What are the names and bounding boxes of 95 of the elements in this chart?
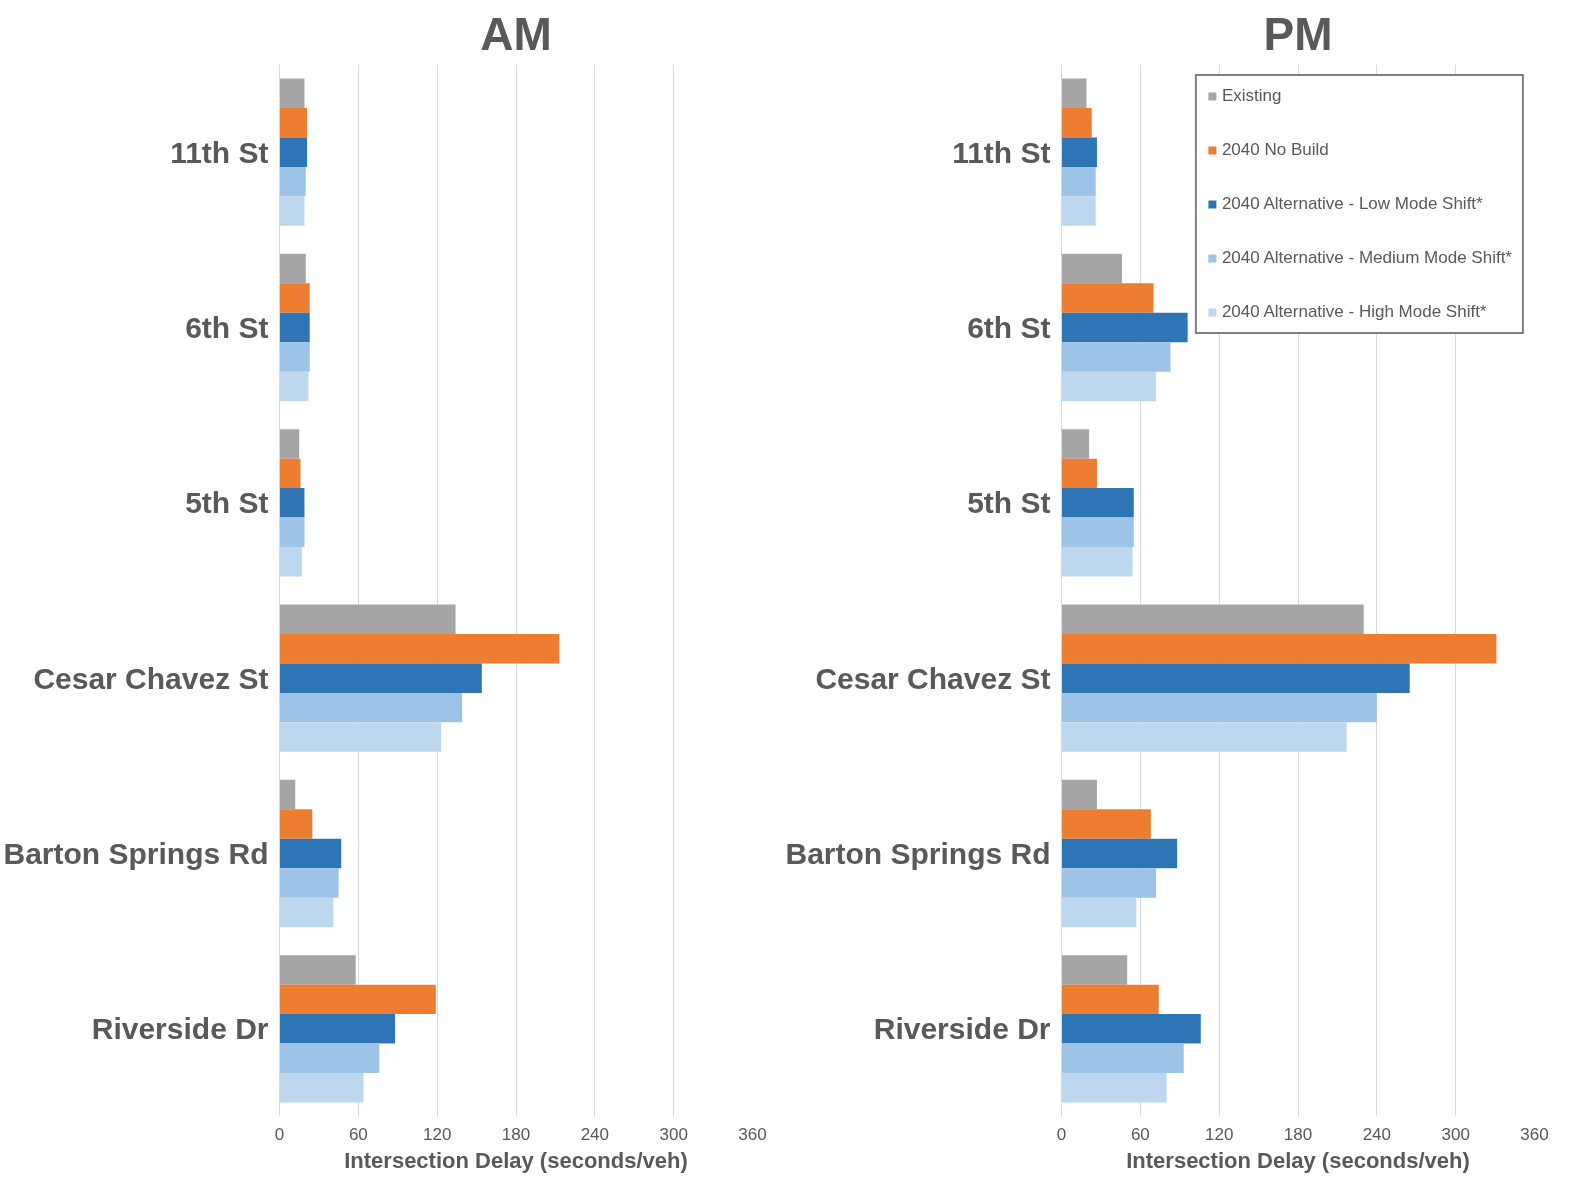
x-tick-label: 180 <box>1283 1124 1313 1144</box>
y-tick-label: Riverside Dr <box>873 1012 1051 1046</box>
y-tick-label: Barton Springs Rd <box>785 837 1051 870</box>
bar <box>1061 429 1090 459</box>
bar <box>279 371 309 402</box>
bar <box>1061 137 1097 167</box>
y-tick-label: Barton Springs Rd <box>3 837 269 870</box>
bar <box>279 692 463 723</box>
bar <box>279 78 305 108</box>
bar <box>1061 283 1154 313</box>
bar <box>1061 253 1122 284</box>
bar <box>279 517 305 548</box>
bar <box>1061 838 1178 869</box>
legend-label: 2040 Alternative - Medium Mode Shift* <box>1221 248 1512 268</box>
bar <box>279 633 560 664</box>
x-tick-label: 60 <box>348 1124 368 1144</box>
x-tick-label: 300 <box>659 1124 688 1144</box>
x-tick-label: 0 <box>1056 1124 1067 1144</box>
bar <box>1061 955 1128 985</box>
y-tick-label: Riverside Dr <box>91 1012 269 1046</box>
x-axis-title: Intersection Delay (seconds/veh) <box>1126 1147 1470 1173</box>
bar <box>1061 1043 1184 1074</box>
bar <box>1061 342 1171 372</box>
bar <box>279 312 310 343</box>
legend-label: 2040 Alternative - Low Mode Shift* <box>1221 194 1483 214</box>
bar <box>1061 78 1087 108</box>
bar <box>1061 371 1157 402</box>
bar <box>279 458 301 489</box>
x-tick-label: 240 <box>580 1124 610 1144</box>
bar <box>279 1014 396 1044</box>
x-tick-label: 300 <box>1441 1124 1470 1144</box>
bar <box>279 342 310 372</box>
bar <box>279 663 482 693</box>
x-tick-label: 120 <box>1204 1124 1234 1144</box>
bar <box>1061 868 1157 898</box>
bar <box>279 1073 364 1103</box>
x-axis-title: Intersection Delay (seconds/veh) <box>344 1147 688 1173</box>
bar <box>1061 312 1188 343</box>
bar <box>279 137 308 167</box>
chart-title: PM <box>1263 7 1333 60</box>
bar <box>279 547 302 577</box>
bar <box>1061 633 1497 664</box>
legend-label: 2040 Alternative - High Mode Shift* <box>1221 302 1487 322</box>
bar <box>1061 779 1097 810</box>
x-tick-label: 360 <box>738 1124 767 1144</box>
x-tick-label: 0 <box>274 1124 285 1144</box>
legend-label: Existing <box>1221 86 1282 106</box>
x-tick-label: 120 <box>422 1124 452 1144</box>
bar <box>1061 663 1410 693</box>
bar <box>1061 458 1097 489</box>
bar <box>1061 547 1133 577</box>
bar <box>1061 604 1364 634</box>
x-tick-label: 60 <box>1130 1124 1150 1144</box>
y-tick-label: 5th St <box>967 486 1051 520</box>
bar <box>1061 1014 1201 1044</box>
bar <box>279 604 456 634</box>
bar <box>1061 517 1134 548</box>
bar <box>279 722 442 752</box>
y-tick-label: 6th St <box>185 311 269 344</box>
bar <box>1061 1073 1167 1103</box>
bar <box>1061 984 1159 1015</box>
y-tick-label: 11th St <box>952 135 1051 169</box>
x-tick-label: 240 <box>1362 1124 1392 1144</box>
bar <box>1061 809 1151 839</box>
bar <box>279 897 334 928</box>
bar <box>279 166 306 197</box>
bar <box>1061 692 1377 723</box>
y-tick-label: 5th St <box>185 486 269 520</box>
bar <box>279 107 308 138</box>
bar <box>1061 107 1092 138</box>
y-tick-label: 11th St <box>170 135 269 169</box>
x-tick-label: 360 <box>1520 1124 1549 1144</box>
bar <box>279 429 300 459</box>
bar <box>279 955 356 985</box>
bar <box>279 809 313 839</box>
bar <box>1061 166 1096 197</box>
bar <box>1061 722 1347 752</box>
bar <box>279 253 306 284</box>
bar <box>279 283 310 313</box>
legend-label: 2040 No Build <box>1221 140 1329 160</box>
y-tick-label: Cesar Chavez St <box>815 661 1051 695</box>
bar <box>279 488 305 518</box>
bar <box>279 868 339 898</box>
bar <box>279 838 342 869</box>
chart-title: AM <box>480 7 552 60</box>
x-tick-label: 180 <box>501 1124 531 1144</box>
bar <box>279 984 436 1015</box>
y-tick-label: 6th St <box>967 311 1051 344</box>
bar <box>279 1043 380 1074</box>
bar <box>279 779 296 810</box>
y-tick-label: Cesar Chavez St <box>33 661 269 695</box>
bar <box>279 196 305 226</box>
bar <box>1061 488 1134 518</box>
bar <box>1061 897 1137 928</box>
bar <box>1061 196 1096 226</box>
